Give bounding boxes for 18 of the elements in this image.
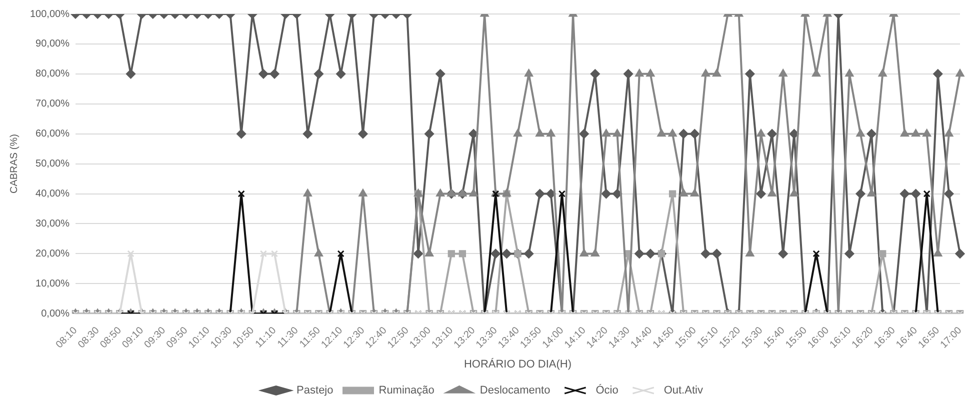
y-tick-label: 10,00% <box>36 278 70 290</box>
y-tick-label: 70,00% <box>36 98 70 110</box>
y-tick-label: 100,00% <box>30 8 70 20</box>
y-tick-label: 0,00% <box>41 308 70 320</box>
x-axis-title: HORÁRIO DO DIA(H) <box>464 357 572 370</box>
y-tick-label: 40,00% <box>36 188 70 200</box>
legend-label: Out.Ativ <box>664 384 704 397</box>
y-tick-label: 50,00% <box>36 158 70 170</box>
y-tick-label: 90,00% <box>36 38 70 50</box>
legend-label: Ruminação <box>378 384 434 397</box>
y-axis-title: CABRAS (%) <box>8 134 20 194</box>
legend-label: Deslocamento <box>480 384 550 397</box>
legend-label: Ócio <box>596 384 618 397</box>
y-tick-label: 30,00% <box>36 218 70 230</box>
y-tick-label: 60,00% <box>36 128 70 140</box>
legend-label: Pastejo <box>296 384 334 397</box>
y-tick-label: 20,00% <box>36 248 70 260</box>
y-tick-label: 80,00% <box>36 68 70 80</box>
